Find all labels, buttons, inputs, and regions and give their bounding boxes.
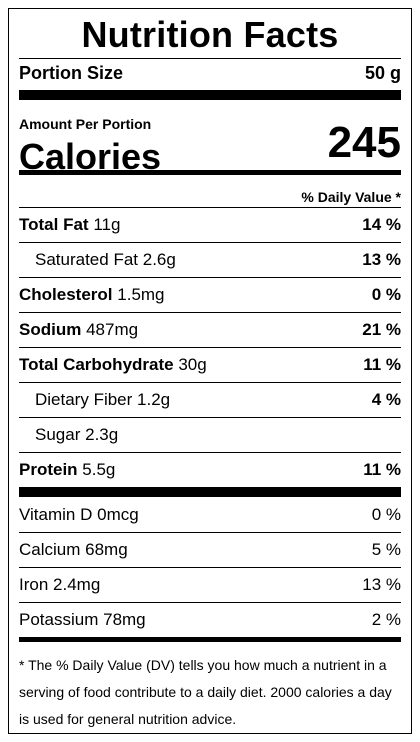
nutrition-facts-panel: Nutrition Facts Portion Size 50 g Amount… xyxy=(8,8,412,734)
nutrient-pct: 21 % xyxy=(362,320,401,339)
vitamin-row-calcium: Calcium 68mg 5 % xyxy=(19,533,401,567)
medium-divider xyxy=(19,170,401,175)
nutrient-name: Cholesterol xyxy=(19,285,113,304)
calories-value: 245 xyxy=(327,118,401,167)
divider xyxy=(19,207,401,208)
nutrient-row-sodium: Sodium 487mg 21 % xyxy=(19,313,401,347)
medium-divider xyxy=(19,637,401,642)
nutrient-amount: 1.5mg xyxy=(117,285,165,304)
nutrient-pct: 11 % xyxy=(363,355,401,374)
vitamin-pct: 0 % xyxy=(371,505,401,524)
nutrient-name: Protein xyxy=(19,460,78,479)
nutrient-row-saturated-fat: Saturated Fat 2.6g 13 % xyxy=(19,243,401,277)
nutrient-amount: 1.2g xyxy=(137,390,171,409)
portion-row: Portion Size 50 g xyxy=(19,56,401,90)
divider xyxy=(19,417,401,418)
nutrient-pct: 13 % xyxy=(362,250,401,269)
vitamin-pct: 2 % xyxy=(371,610,401,629)
nutrient-amount: 30g xyxy=(178,355,207,374)
divider xyxy=(19,347,401,348)
nutrient-pct: 0 % xyxy=(371,285,401,304)
nutrient-pct: 14 % xyxy=(362,215,401,234)
vitamin-amount: 2.4mg xyxy=(53,575,101,594)
daily-value-header: % Daily Value * xyxy=(301,189,401,205)
divider xyxy=(19,602,401,603)
vitamin-name: Potassium xyxy=(19,610,99,629)
vitamin-amount: 78mg xyxy=(103,610,146,629)
nutrient-row-cholesterol: Cholesterol 1.5mg 0 % xyxy=(19,278,401,312)
nutrient-amount: 2.3g xyxy=(85,425,119,444)
nutrient-row-dietary-fiber: Dietary Fiber 1.2g 4 % xyxy=(19,383,401,417)
amount-per-portion: Amount Per Portion xyxy=(19,116,152,132)
divider xyxy=(19,382,401,383)
nutrient-name: Total Carbohydrate xyxy=(19,355,174,374)
vitamin-name: Vitamin D xyxy=(19,505,93,524)
vitamin-amount: 0mcg xyxy=(97,505,139,524)
vitamin-pct: 13 % xyxy=(362,575,401,594)
nutrient-name: Sodium xyxy=(19,320,82,339)
nutrient-amount: 11g xyxy=(93,215,121,234)
panel-title: Nutrition Facts xyxy=(81,14,339,55)
portion-label: Portion Size xyxy=(19,62,124,83)
nutrient-amount: 487mg xyxy=(86,320,139,339)
divider xyxy=(19,452,401,453)
panel-content: Nutrition Facts Portion Size 50 g Amount… xyxy=(19,9,401,733)
vitamin-row-potassium: Potassium 78mg 2 % xyxy=(19,603,401,637)
vitamin-row-iron: Iron 2.4mg 13 % xyxy=(19,568,401,602)
nutrient-row-total-fat: Total Fat 11g 14 % xyxy=(19,208,401,242)
footnote: * The % Daily Value (DV) tells you how m… xyxy=(19,657,392,727)
divider xyxy=(19,312,401,313)
nutrient-name: Sugar xyxy=(35,425,81,444)
nutrient-row-sugar: Sugar 2.3g xyxy=(19,418,401,452)
nutrient-pct: 11 % xyxy=(363,460,401,479)
divider xyxy=(19,58,401,59)
divider xyxy=(19,532,401,533)
thick-divider xyxy=(19,487,401,497)
vitamin-amount: 68mg xyxy=(85,540,128,559)
nutrient-pct: 4 % xyxy=(371,390,401,409)
nutrient-amount: 2.6g xyxy=(142,250,176,269)
divider xyxy=(19,567,401,568)
divider xyxy=(19,242,401,243)
nutrient-amount: 5.5g xyxy=(82,460,116,479)
vitamin-pct: 5 % xyxy=(371,540,401,559)
portion-value: 50 g xyxy=(364,62,401,83)
divider xyxy=(19,277,401,278)
nutrient-name: Saturated Fat xyxy=(35,250,139,269)
nutrient-name: Total Fat xyxy=(19,215,89,234)
vitamin-row-vitamin-d: Vitamin D 0mcg 0 % xyxy=(19,498,401,532)
nutrient-row-protein: Protein 5.5g 11 % xyxy=(19,453,401,487)
thick-divider xyxy=(19,90,401,100)
nutrient-name: Dietary Fiber xyxy=(35,390,133,409)
vitamin-name: Iron xyxy=(19,575,49,594)
vitamin-name: Calcium xyxy=(19,540,81,559)
nutrient-row-total-carbohydrate: Total Carbohydrate 30g 11 % xyxy=(19,348,401,382)
